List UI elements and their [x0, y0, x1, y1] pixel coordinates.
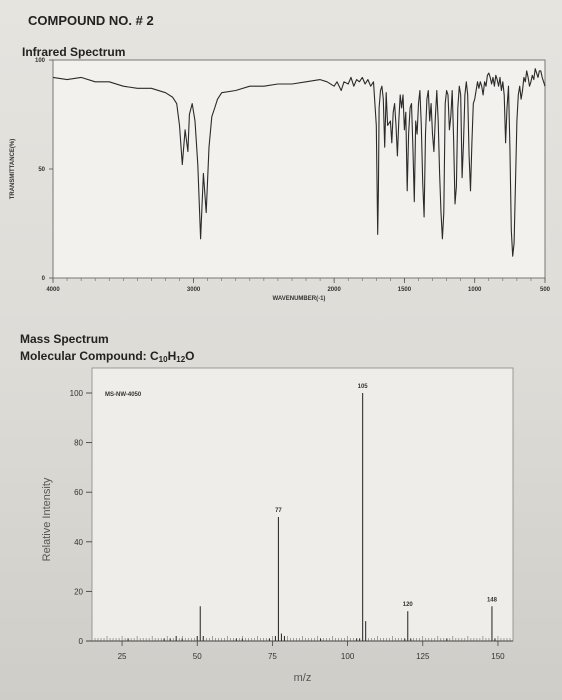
ms-peak-label: 148: [487, 597, 498, 603]
ir-y-tick-label: 0: [42, 276, 46, 282]
ms-peak-label: 105: [358, 384, 369, 390]
ms-x-tick-label: 150: [491, 652, 505, 661]
formula-oxygen: O: [185, 349, 195, 363]
ir-x-tick-label: 2000: [327, 287, 341, 293]
molecular-formula: Molecular Compound: C10H12O: [20, 349, 195, 364]
ir-x-tick-label: 1000: [468, 287, 482, 293]
ms-annotation: MS-NW-4050: [105, 392, 142, 398]
ir-x-tick-label: 3000: [187, 287, 201, 293]
formula-carbon-count: 10: [158, 355, 168, 364]
ms-y-axis-label: Relative Intensity: [41, 477, 53, 561]
ms-x-tick-label: 50: [193, 652, 202, 661]
ms-peak-label: 77: [275, 508, 282, 514]
ms-y-tick-label: 60: [74, 488, 83, 497]
ir-spectrum-chart: 4000 3000 2000 1500 1000 500 0 50 100 WAVENUMBER(…: [10, 58, 551, 302]
ms-y-tick-label: 0: [79, 637, 84, 646]
ms-x-tick-label: 75: [268, 652, 277, 661]
ir-y-axis-label: TRANSMITTANCE(%): [10, 139, 16, 200]
ir-x-tick-label: 1500: [398, 287, 412, 293]
ms-peak-label: 120: [403, 602, 414, 608]
formula-prefix: Molecular Compound: C: [20, 349, 159, 363]
ir-y-tick-label: 100: [35, 58, 46, 64]
ms-plot-frame: [91, 367, 514, 642]
ir-spectrum-trace: [52, 68, 546, 257]
ms-x-tick-label: 100: [341, 652, 355, 661]
mass-spectrum-title: Mass Spectrum: [20, 332, 109, 346]
ms-y-tick-label: 40: [74, 538, 83, 547]
ms-x-tick-label: 25: [118, 652, 127, 661]
compound-title: COMPOUND NO. # 2: [28, 13, 154, 28]
ir-spectrum-title: Infrared Spectrum: [22, 45, 126, 59]
formula-hydrogen: H: [167, 349, 177, 363]
ms-x-tick-label: 125: [416, 652, 430, 661]
ir-x-axis-label: WAVENUMBER(-1): [273, 296, 326, 302]
ir-x-tick-label: 4000: [46, 287, 60, 293]
ms-y-tick-label: 20: [74, 587, 83, 596]
ms-x-axis-label: m/z: [294, 672, 312, 684]
ir-y-tick-label: 50: [38, 167, 45, 173]
ir-x-tick-label: 500: [540, 287, 551, 293]
formula-hydrogen-count: 12: [176, 355, 186, 364]
ms-y-tick-label: 80: [74, 439, 83, 448]
ms-y-tick-label: 100: [70, 389, 84, 398]
